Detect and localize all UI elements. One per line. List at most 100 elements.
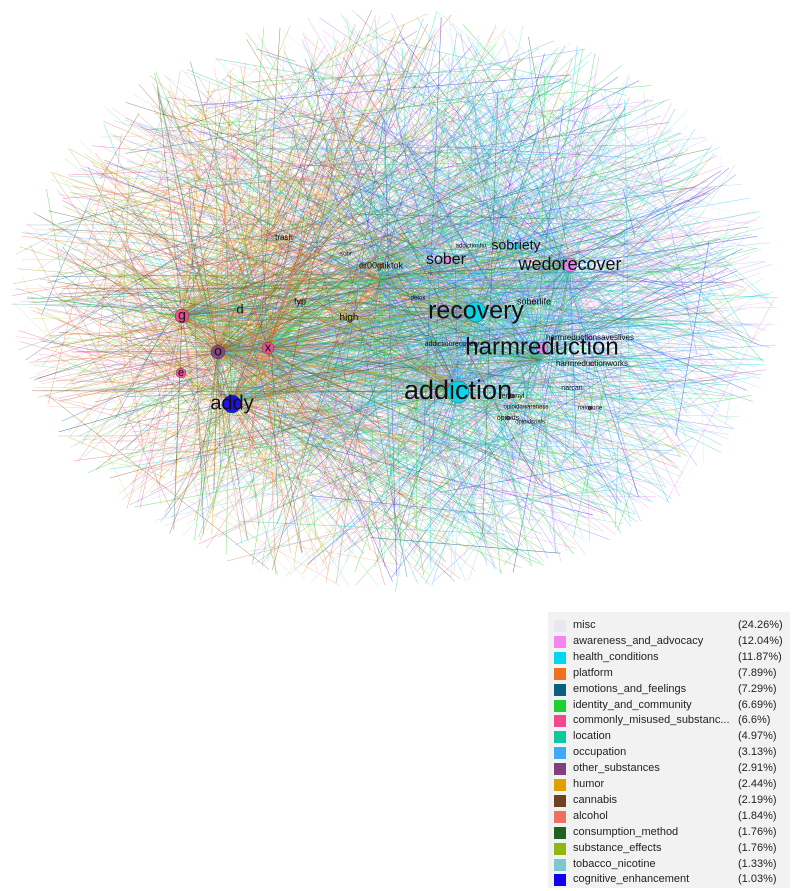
legend-swatch [554, 635, 566, 648]
legend-share: (2.91%) [738, 762, 777, 775]
edges [11, 9, 737, 582]
legend: misc (24.26%) awareness_and_advocacy (12.04… [548, 612, 790, 888]
legend-share: (6.6%) [738, 714, 771, 727]
node [587, 335, 593, 341]
node-label: addictionrecovery [425, 341, 480, 348]
legend-swatch [554, 667, 566, 680]
node [589, 361, 595, 367]
node [174, 308, 190, 324]
legend-item: commonly_misused_substanc... (6.6%) [548, 713, 790, 729]
node [535, 341, 549, 355]
node-label: e [178, 367, 184, 379]
edges [38, 13, 775, 571]
node [562, 257, 578, 273]
legend-label: emotions_and_feelings [573, 682, 687, 695]
legend-share: (4.97%) [738, 730, 777, 743]
node-label: addiction [404, 375, 512, 405]
legend-label: humor [573, 778, 605, 790]
edges [77, 129, 761, 527]
node-label: x [265, 339, 272, 354]
node-label: harmreductionsaveslives [546, 333, 634, 342]
node [378, 263, 384, 269]
legend-item: alcohol (1.84%) [548, 809, 790, 825]
legend-item: consumption_method (1.76%) [548, 825, 790, 841]
legend-swatch [554, 731, 566, 744]
legend-label: tobacco_nicotine [573, 857, 656, 870]
node-label: detox [411, 296, 426, 302]
edges [13, 25, 701, 576]
legend-item: health_conditions (11.87%) [548, 650, 790, 666]
edges [74, 11, 779, 584]
node [345, 314, 353, 322]
legend-label: commonly_misused_substanc... [573, 714, 730, 727]
edges [26, 17, 774, 587]
legend-label: health_conditions [573, 650, 659, 663]
legend-item: other_substances (2.91%) [548, 761, 790, 777]
legend-label: location [573, 730, 611, 743]
edges [19, 23, 681, 585]
edges [80, 13, 770, 582]
legend-item: tobacco_nicotine (1.33%) [548, 857, 790, 873]
node-label: sobriety [491, 237, 540, 253]
legend-swatch [554, 794, 566, 807]
legend-swatch [554, 779, 566, 791]
legend-item: humor (2.44%) [548, 777, 790, 793]
node [297, 299, 303, 305]
node [441, 255, 451, 265]
node-label: fyp [294, 296, 306, 306]
node [446, 380, 470, 404]
legend-share: (1.76%) [738, 841, 777, 854]
node-label: harmreduction [465, 333, 618, 360]
legend-share: (12.04%) [738, 634, 783, 647]
node-label: narcan [561, 385, 583, 392]
legend-item: platform (7.89%) [548, 666, 790, 682]
legend-swatch [554, 620, 566, 632]
legend-label: misc [573, 619, 596, 631]
legend-label: cognitive_enhancement [573, 873, 690, 886]
node-label: addy [210, 392, 253, 414]
legend-share: (11.87%) [738, 650, 782, 663]
legend-share: (6.69%) [738, 698, 777, 711]
node-label: opioidcrisis [515, 420, 545, 426]
legend-swatch [554, 683, 566, 696]
legend-share: (1.76%) [738, 825, 777, 838]
legend-swatch [554, 747, 566, 760]
legend-label: platform [573, 666, 613, 679]
legend-swatch [554, 699, 566, 712]
node-label: dr00gtiktok [359, 260, 404, 270]
node-label: trash [275, 233, 293, 242]
legend-swatch [554, 826, 566, 839]
node-label: wedorecover [517, 254, 621, 274]
edges [21, 14, 715, 586]
legend-label: substance_effects [573, 841, 662, 854]
legend-swatch [554, 715, 566, 728]
legend-label: other_substances [573, 762, 660, 775]
legend-item: misc (24.26%) [548, 618, 790, 634]
legend-swatch [554, 651, 566, 664]
legend-share: (2.19%) [738, 793, 777, 806]
node-label: sobr [340, 252, 352, 258]
edges [21, 16, 775, 586]
node [531, 299, 537, 305]
legend-swatch [554, 842, 566, 855]
node-label: sober [426, 251, 467, 268]
edges [39, 36, 759, 552]
node-label: high [340, 313, 359, 324]
legend-share: (3.13%) [738, 746, 777, 759]
legend-label: alcohol [573, 809, 608, 822]
edges [78, 18, 764, 592]
node-label: o [214, 343, 222, 359]
node [512, 242, 520, 250]
legend-label: cannabis [573, 793, 618, 806]
legend-share: (1.33%) [738, 857, 777, 870]
legend-item: awareness_and_advocacy (12.04%) [548, 634, 790, 650]
node-label: d [236, 301, 243, 316]
legend-item: emotions_and_feelings (7.29%) [548, 682, 790, 698]
legend-label: identity_and_community [573, 698, 692, 711]
edges [12, 29, 766, 585]
legend-item: cognitive_enhancement (1.03%) [548, 872, 790, 888]
legend-share: (1.84%) [738, 809, 777, 822]
node [210, 344, 226, 360]
node-label: fentanyl [500, 393, 525, 400]
